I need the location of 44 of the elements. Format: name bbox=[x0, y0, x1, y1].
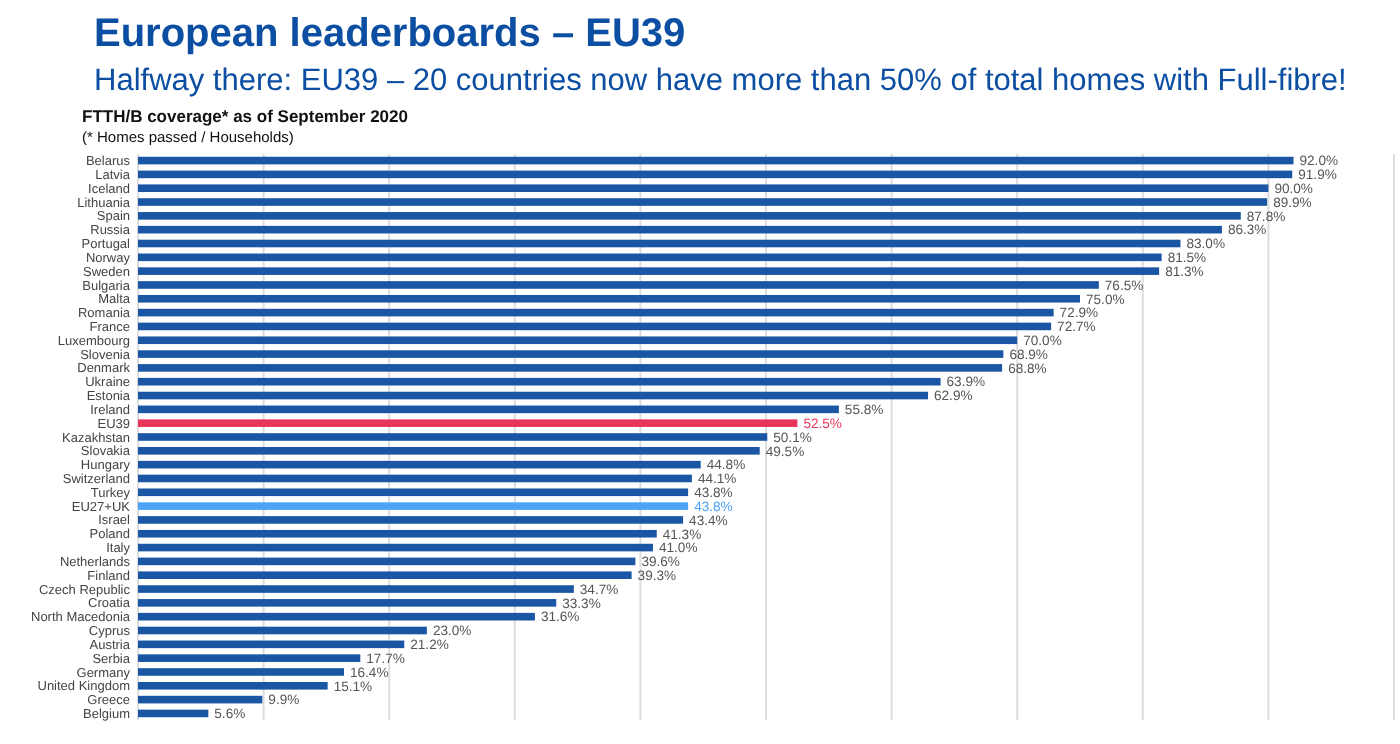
bar bbox=[138, 239, 1181, 248]
bar bbox=[138, 377, 941, 386]
bar bbox=[138, 405, 839, 414]
bar bbox=[138, 294, 1080, 303]
bar bbox=[138, 599, 557, 607]
bar bbox=[138, 474, 692, 483]
bar bbox=[138, 419, 798, 427]
bar bbox=[138, 502, 689, 510]
bar bbox=[138, 612, 535, 621]
bar bbox=[138, 364, 1003, 372]
bar bbox=[138, 308, 1054, 317]
bar bbox=[138, 322, 1052, 331]
bar bbox=[138, 212, 1241, 220]
bar bbox=[138, 543, 653, 552]
bar bbox=[138, 156, 1294, 165]
bar bbox=[138, 557, 636, 566]
bar bbox=[138, 170, 1293, 179]
bar bbox=[138, 433, 768, 441]
bar bbox=[138, 447, 760, 455]
bar bbox=[138, 198, 1268, 206]
bar bbox=[138, 391, 929, 400]
text: FTTH/B coverage* as of September 2020 bbox=[82, 106, 409, 126]
bar bbox=[138, 516, 684, 524]
bar bbox=[138, 529, 657, 538]
bar bbox=[138, 184, 1269, 193]
bar bbox=[138, 253, 1162, 262]
chart-subtitle: Halfway there: EU39 – 20 countries now have more than 50% of total homes with Full-fibre! bbox=[94, 64, 1347, 98]
bar bbox=[138, 668, 344, 676]
bar bbox=[138, 225, 1222, 234]
bar bbox=[138, 695, 263, 704]
bar bbox=[138, 336, 1018, 345]
bar bbox=[138, 571, 632, 580]
bar bbox=[138, 488, 689, 497]
bar bbox=[138, 460, 701, 469]
bar bbox=[138, 640, 405, 649]
bar bbox=[138, 585, 574, 593]
bar bbox=[138, 626, 427, 635]
bar bbox=[138, 709, 209, 718]
chart-title: European leaderboards – EU39 bbox=[94, 12, 686, 56]
bar bbox=[138, 350, 1004, 358]
bar bbox=[138, 654, 361, 662]
bar bbox=[138, 281, 1099, 289]
bar bbox=[138, 681, 328, 690]
bar bbox=[138, 267, 1160, 275]
